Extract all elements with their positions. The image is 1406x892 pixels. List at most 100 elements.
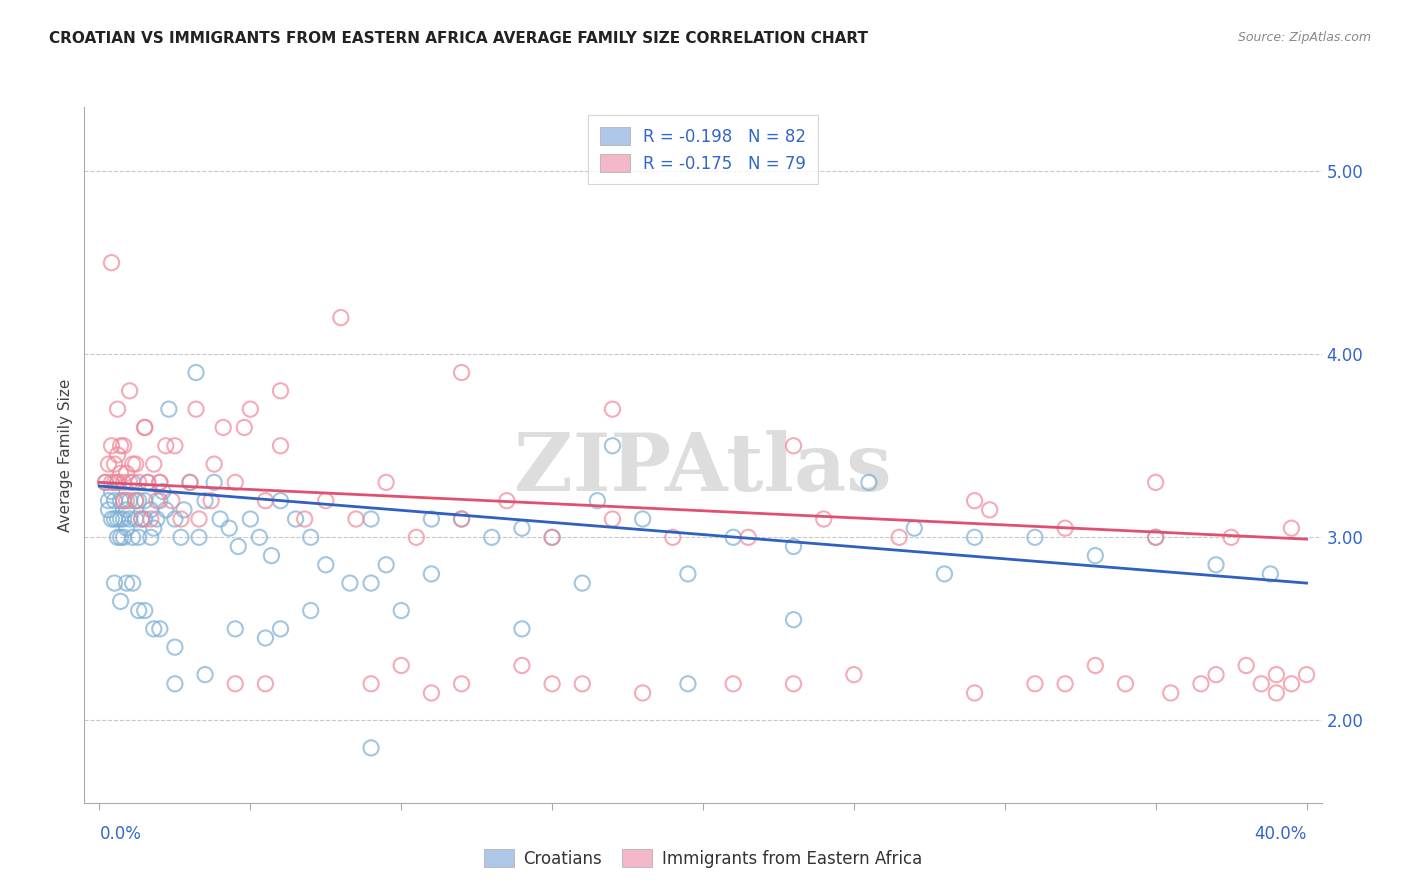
Point	[979, 503, 1001, 517]
Point	[94, 475, 117, 490]
Point	[118, 512, 141, 526]
Point	[155, 503, 177, 517]
Point	[450, 512, 472, 526]
Point	[721, 677, 744, 691]
Point	[541, 530, 564, 544]
Point	[389, 603, 412, 617]
Point	[963, 686, 986, 700]
Point	[115, 503, 138, 517]
Point	[103, 457, 125, 471]
Point	[495, 493, 517, 508]
Point	[1205, 667, 1227, 681]
Point	[100, 484, 122, 499]
Point	[224, 475, 246, 490]
Point	[360, 576, 382, 591]
Point	[218, 521, 240, 535]
Point	[136, 475, 159, 490]
Point	[254, 677, 277, 691]
Point	[239, 512, 262, 526]
Point	[1144, 530, 1167, 544]
Point	[170, 530, 193, 544]
Point	[389, 658, 412, 673]
Point	[602, 512, 624, 526]
Point	[110, 493, 132, 508]
Point	[100, 475, 122, 490]
Point	[163, 640, 186, 655]
Point	[420, 566, 443, 581]
Point	[131, 512, 153, 526]
Text: 40.0%: 40.0%	[1254, 825, 1306, 843]
Point	[1281, 677, 1303, 691]
Point	[270, 384, 292, 398]
Point	[315, 493, 337, 508]
Point	[1084, 658, 1107, 673]
Point	[110, 530, 132, 544]
Point	[329, 310, 352, 325]
Point	[782, 439, 804, 453]
Point	[163, 512, 186, 526]
Text: CROATIAN VS IMMIGRANTS FROM EASTERN AFRICA AVERAGE FAMILY SIZE CORRELATION CHART: CROATIAN VS IMMIGRANTS FROM EASTERN AFRI…	[49, 31, 869, 46]
Point	[721, 530, 744, 544]
Point	[107, 475, 129, 490]
Point	[115, 521, 138, 535]
Point	[631, 686, 654, 700]
Point	[420, 512, 443, 526]
Point	[375, 558, 398, 572]
Point	[405, 530, 427, 544]
Point	[107, 448, 129, 462]
Point	[100, 255, 122, 269]
Point	[121, 576, 143, 591]
Point	[202, 457, 225, 471]
Point	[149, 475, 172, 490]
Point	[1054, 677, 1077, 691]
Point	[121, 530, 143, 544]
Point	[254, 631, 277, 645]
Point	[179, 475, 201, 490]
Text: ZIPAtlas: ZIPAtlas	[515, 430, 891, 508]
Point	[270, 493, 292, 508]
Point	[510, 521, 533, 535]
Point	[1205, 558, 1227, 572]
Point	[1054, 521, 1077, 535]
Point	[188, 512, 211, 526]
Point	[299, 530, 322, 544]
Point	[1265, 686, 1288, 700]
Point	[963, 493, 986, 508]
Point	[571, 576, 593, 591]
Text: 0.0%: 0.0%	[100, 825, 142, 843]
Point	[188, 530, 211, 544]
Point	[202, 475, 225, 490]
Point	[170, 512, 193, 526]
Point	[124, 493, 146, 508]
Point	[103, 576, 125, 591]
Point	[842, 667, 865, 681]
Point	[121, 457, 143, 471]
Point	[139, 512, 162, 526]
Point	[100, 439, 122, 453]
Point	[889, 530, 911, 544]
Point	[134, 420, 156, 434]
Point	[118, 475, 141, 490]
Point	[541, 530, 564, 544]
Point	[112, 512, 135, 526]
Point	[209, 512, 232, 526]
Point	[1024, 677, 1046, 691]
Point	[112, 530, 135, 544]
Point	[782, 540, 804, 554]
Point	[134, 603, 156, 617]
Point	[676, 566, 699, 581]
Point	[1144, 530, 1167, 544]
Point	[149, 622, 172, 636]
Point	[239, 402, 262, 417]
Point	[782, 613, 804, 627]
Point	[149, 475, 172, 490]
Point	[118, 384, 141, 398]
Point	[97, 493, 120, 508]
Point	[107, 512, 129, 526]
Text: Source: ZipAtlas.com: Source: ZipAtlas.com	[1237, 31, 1371, 45]
Point	[270, 622, 292, 636]
Point	[103, 475, 125, 490]
Point	[184, 366, 207, 380]
Point	[586, 493, 609, 508]
Point	[270, 439, 292, 453]
